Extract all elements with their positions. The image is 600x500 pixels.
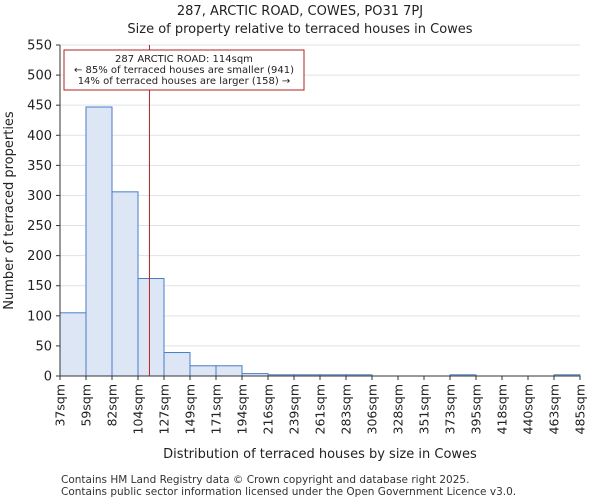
y-tick-label: 250 [27, 219, 52, 234]
histogram-bar [59, 312, 87, 377]
x-tick-label: 485sqm [573, 384, 588, 434]
y-tick-label: 500 [27, 69, 52, 84]
y-tick-label: 0 [44, 370, 52, 385]
y-tick-label: 450 [27, 99, 52, 114]
x-tick-label: 171sqm [209, 384, 224, 434]
histogram-bar [163, 352, 191, 377]
x-tick-label: 418sqm [495, 384, 510, 434]
x-tick-label: 328sqm [391, 384, 406, 434]
annotation-text-line: 14% of terraced houses are larger (158) … [78, 76, 291, 87]
x-tick-label: 127sqm [157, 384, 172, 434]
x-tick-label: 239sqm [287, 384, 302, 434]
x-tick-label: 104sqm [131, 384, 146, 434]
histogram-bar [137, 278, 165, 377]
y-tick-label: 200 [27, 249, 52, 264]
x-tick-label: 194sqm [235, 384, 250, 434]
annotation-box [63, 49, 305, 91]
y-tick-label: 550 [27, 39, 52, 54]
footer-licence: Contains public sector information licen… [61, 486, 517, 498]
x-tick-label: 395sqm [469, 384, 484, 434]
y-tick-label: 300 [27, 189, 52, 204]
y-tick-label: 350 [27, 159, 52, 174]
histogram-bar [215, 365, 243, 377]
histogram-bar [189, 365, 217, 377]
x-tick-label: 351sqm [417, 384, 432, 434]
x-tick-label: 463sqm [547, 384, 562, 434]
x-tick-label: 261sqm [313, 384, 328, 434]
y-tick-label: 150 [27, 279, 52, 294]
annotation-text-line: 287 ARCTIC ROAD: 114sqm [115, 54, 253, 65]
y-tick-label: 50 [35, 339, 52, 354]
annotation-text-line: ← 85% of terraced houses are smaller (94… [74, 65, 294, 76]
x-tick-label: 82sqm [105, 384, 120, 427]
x-tick-label: 306sqm [365, 384, 380, 434]
x-tick-label: 149sqm [183, 384, 198, 434]
x-tick-label: 283sqm [339, 384, 354, 434]
histogram-bar [111, 191, 139, 377]
histogram-bar [85, 106, 113, 377]
x-tick-label: 37sqm [53, 384, 68, 427]
x-tick-label: 59sqm [79, 384, 94, 427]
x-tick-label: 216sqm [261, 384, 276, 434]
y-tick-label: 400 [27, 129, 52, 144]
footer-copyright: Contains HM Land Registry data © Crown c… [61, 474, 470, 486]
chart-title-address: 287, ARCTIC ROAD, COWES, PO31 7PJ [176, 4, 424, 19]
y-axis-title: Number of terraced properties [2, 111, 17, 310]
y-tick-label: 100 [27, 309, 52, 324]
x-tick-label: 373sqm [443, 384, 458, 434]
x-axis-title: Distribution of terraced houses by size … [163, 447, 477, 462]
chart-title-subtitle: Size of property relative to terraced ho… [127, 22, 473, 37]
x-tick-label: 440sqm [521, 384, 536, 434]
